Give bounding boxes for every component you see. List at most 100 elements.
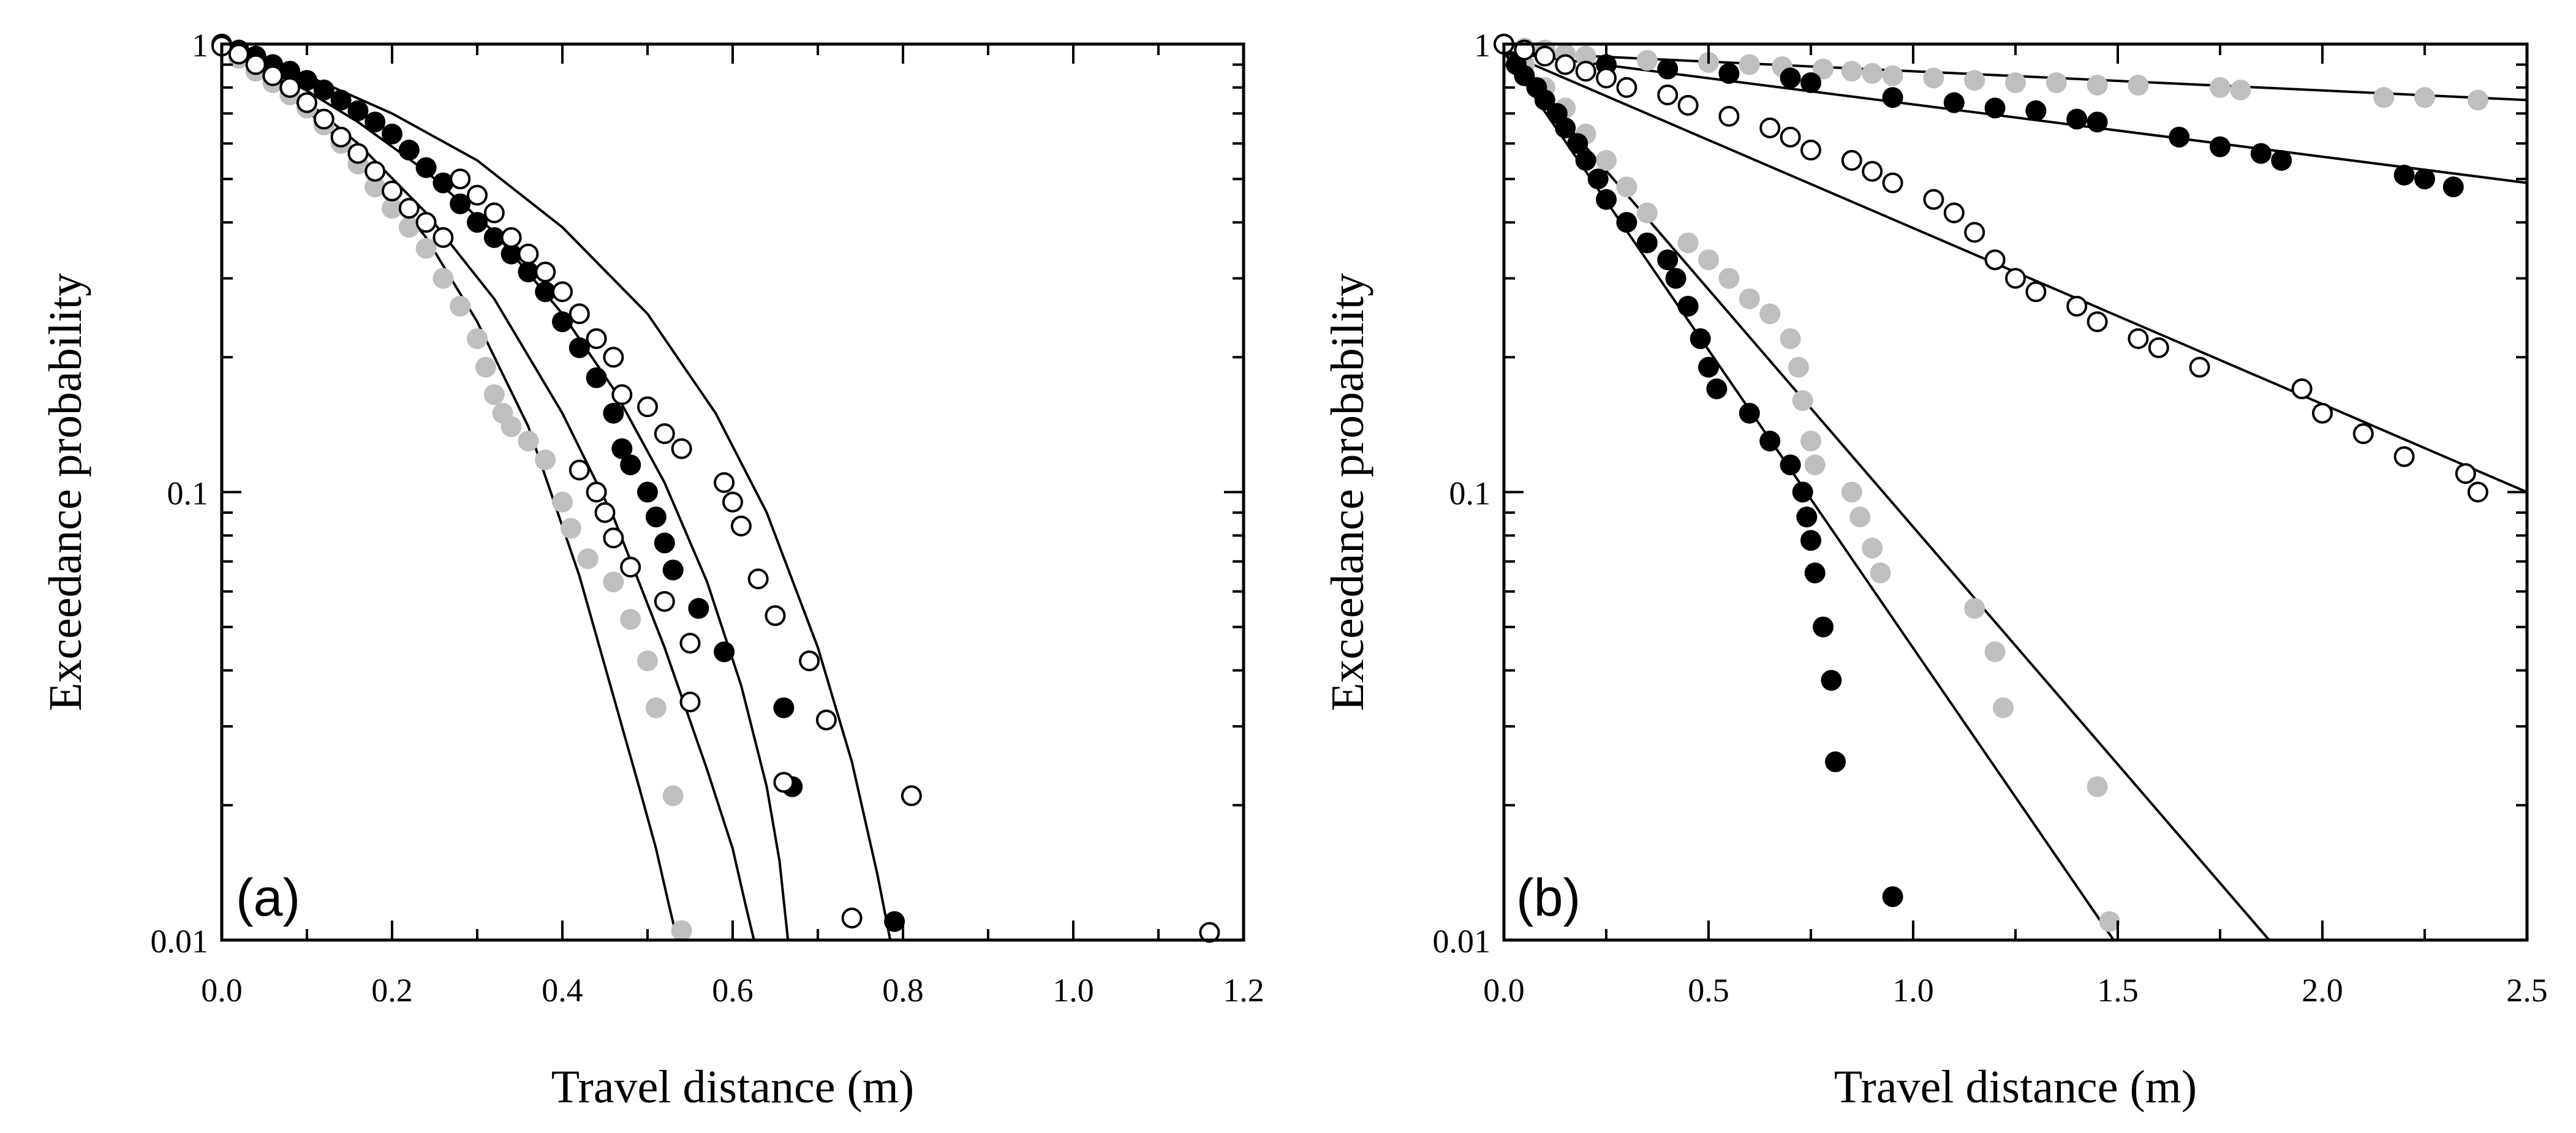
data-point-black-filled <box>2414 168 2435 190</box>
data-point-gray-filled <box>1964 598 1985 619</box>
data-point-open <box>637 396 658 418</box>
data-point-gray-filled <box>1636 202 1658 224</box>
data-point-gray-filled <box>398 217 420 238</box>
data-point-open <box>2352 423 2374 445</box>
data-point-gray-filled <box>560 518 581 539</box>
data-point-open <box>2005 268 2026 289</box>
data-point-gray-filled <box>637 650 658 672</box>
data-point-open <box>1199 922 1220 943</box>
data-point-black-filled <box>1780 454 1801 476</box>
data-point-black-filled <box>714 641 735 663</box>
data-point-black-filled <box>620 454 641 476</box>
data-point-open <box>432 227 454 248</box>
data-point-open <box>1841 149 1862 171</box>
data-point-open <box>297 92 317 113</box>
data-point-gray-filled <box>577 548 599 570</box>
panel-b-chart: 0.0 0.5 1.0 1.5 2.0 2.5 0.01 0.1 1 (b) Travel di… <box>1322 27 2548 1113</box>
data-point-open <box>671 438 692 459</box>
x-tick-label: 0.0 <box>201 972 243 1009</box>
data-point-black-filled <box>1821 669 1842 691</box>
data-point-gray-filled <box>382 198 402 219</box>
data-point-open <box>611 384 633 405</box>
data-point-black-filled <box>2210 136 2230 157</box>
panel-a-label: (a) <box>236 868 300 927</box>
data-point-open <box>722 491 743 513</box>
data-point-gray-filled <box>2099 911 2120 932</box>
data-point-gray-filled <box>1862 62 1883 84</box>
data-point-open <box>382 180 402 201</box>
data-point-open <box>262 65 284 86</box>
data-point-black-filled <box>500 243 522 265</box>
data-point-gray-filled <box>364 176 386 198</box>
data-point-gray-filled <box>432 268 454 289</box>
data-point-black-filled <box>330 89 352 111</box>
x-tick-label: 0.0 <box>1483 972 1525 1009</box>
data-point-open <box>765 605 786 627</box>
data-point-black-filled <box>1665 268 1686 289</box>
data-point-gray-filled <box>1800 431 1821 452</box>
data-point-black-filled <box>313 79 334 100</box>
data-point-open <box>1984 249 2006 271</box>
y-tick-label: 1 <box>1474 27 1490 64</box>
data-point-black-filled <box>1616 212 1637 233</box>
data-point-gray-filled <box>662 785 684 807</box>
panel-b-tick-labels: 0.0 0.5 1.0 1.5 2.0 2.5 0.01 0.1 1 <box>1433 27 2548 1009</box>
data-point-gray-filled <box>1788 356 1809 378</box>
data-point-black-filled <box>1813 616 1834 638</box>
data-point-black-filled <box>1796 506 1818 528</box>
data-point-open <box>586 481 607 503</box>
x-tick-label: 0.6 <box>712 972 754 1009</box>
data-point-gray-filled <box>2087 776 2108 797</box>
data-point-open <box>773 772 795 793</box>
data-point-open <box>1800 140 1821 161</box>
data-point-open <box>714 472 735 493</box>
data-point-open <box>2467 481 2488 503</box>
panel-b-y-axis-title: Exceedance probability <box>1322 273 1373 711</box>
x-tick-label: 0.2 <box>371 972 413 1009</box>
data-point-black-filled <box>518 262 539 283</box>
data-point-gray-filled <box>1849 506 1871 528</box>
data-point-open <box>2189 356 2210 378</box>
x-tick-label: 0.5 <box>1688 972 1729 1009</box>
fit-curve <box>1503 51 2270 941</box>
panel-a-x-axis-title: Travel distance (m) <box>551 1061 914 1113</box>
data-point-black-filled <box>2066 108 2088 130</box>
panel-b-fit-curves <box>1503 51 2528 941</box>
data-point-open <box>1616 77 1637 98</box>
data-point-black-filled <box>1984 97 2006 119</box>
data-point-open <box>500 227 522 248</box>
data-point-open <box>1862 160 1883 182</box>
data-point-gray-filled <box>1636 50 1658 71</box>
data-point-black-filled <box>535 281 556 303</box>
data-point-black-filled <box>1567 133 1588 154</box>
data-point-open <box>654 591 675 612</box>
data-point-gray-filled <box>645 697 667 718</box>
data-point-gray-filled <box>1739 288 1760 309</box>
data-point-black-filled <box>1882 87 1903 108</box>
x-tick-label: 0.4 <box>542 972 583 1009</box>
data-point-open <box>1882 172 1903 194</box>
data-point-black-filled <box>552 311 573 333</box>
data-point-black-filled <box>1800 72 1821 94</box>
data-point-gray-filled <box>1813 58 1834 80</box>
data-point-open <box>1657 85 1679 106</box>
data-point-open <box>1534 45 1555 67</box>
data-point-black-filled <box>1739 402 1760 424</box>
data-point-open <box>364 160 386 182</box>
data-point-gray-filled <box>1923 67 1944 89</box>
panel-a-tick-labels: 0.0 0.2 0.4 0.6 0.8 1.0 1.2 0.01 0.1 1 <box>151 27 1264 1009</box>
data-point-black-filled <box>364 111 386 133</box>
panel-a-chart: 0.0 0.2 0.4 0.6 0.8 1.0 1.2 0.01 0.1 1 (a) Travel… <box>40 27 1264 1113</box>
data-point-black-filled <box>1706 378 1728 399</box>
data-point-black-filled <box>1690 328 1711 350</box>
data-point-black-filled <box>1677 295 1699 317</box>
data-point-black-filled <box>645 506 667 528</box>
data-point-open <box>2148 337 2169 358</box>
data-point-open <box>2087 311 2108 333</box>
data-point-gray-filled <box>1841 61 1862 82</box>
data-point-gray-filled <box>1862 537 1883 559</box>
data-point-open <box>2393 446 2415 467</box>
data-point-black-filled <box>2442 176 2464 198</box>
data-point-black-filled <box>1657 58 1679 80</box>
x-tick-label: 2.5 <box>2506 972 2548 1009</box>
